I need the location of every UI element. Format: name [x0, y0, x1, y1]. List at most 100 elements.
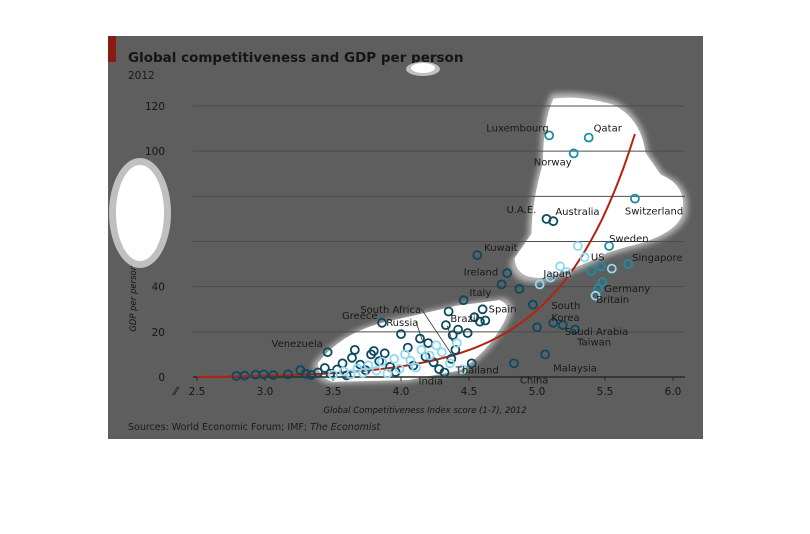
- point: [555, 261, 566, 272]
- point: [561, 267, 572, 277]
- point: [462, 328, 473, 338]
- label-venezuela: Venezuela: [272, 339, 323, 350]
- point-germany: [597, 277, 608, 288]
- point: [357, 367, 368, 378]
- point: [300, 368, 311, 379]
- label-us: US: [591, 252, 605, 263]
- point-japan: [586, 265, 597, 276]
- point: [443, 306, 454, 317]
- label-south-korea: South: [551, 301, 580, 312]
- label-italy: Italy: [470, 288, 492, 299]
- point: [268, 370, 279, 381]
- point-saudi-arabia: [557, 320, 568, 331]
- point: [319, 363, 330, 373]
- point-spain: [477, 304, 488, 315]
- point: [415, 333, 425, 344]
- label-kuwait: Kuwait: [484, 243, 517, 254]
- point: [480, 315, 491, 326]
- y-tick-label: 20: [152, 327, 165, 339]
- point: [416, 344, 427, 355]
- point: [377, 356, 387, 367]
- point: [283, 369, 294, 380]
- point: [411, 362, 421, 373]
- highlight-region-0: [514, 97, 684, 278]
- label-malaysia: Malaysia: [553, 363, 597, 374]
- label-russia: Russia: [386, 318, 418, 329]
- label-japan: Japan: [542, 269, 571, 280]
- label-qatar: Qatar: [594, 124, 623, 135]
- point: [590, 290, 601, 301]
- point: [457, 364, 468, 375]
- point: [363, 360, 374, 371]
- y-axis-title: GDP per person, $'000, 2012 forecast: [129, 171, 139, 332]
- point: [436, 347, 447, 358]
- y-tick-label: 100: [145, 146, 165, 158]
- label-luxembourg: Luxembourg: [486, 123, 548, 134]
- axis-break-mark: ⁄⁄: [172, 386, 180, 398]
- source-publication: The Economist: [310, 422, 381, 433]
- point-ireland: [496, 279, 507, 290]
- point-brazil: [450, 344, 461, 355]
- label-south-africa: South Africa: [360, 305, 421, 316]
- label-greece: Greece: [342, 311, 378, 322]
- point: [371, 365, 382, 376]
- highlight-region-1: [317, 300, 508, 382]
- label-germany: Germany: [604, 284, 650, 295]
- source-note: Sources: World Economic Forum; IMF; The …: [128, 422, 380, 433]
- point: [534, 279, 545, 290]
- x-axis-title: Global Competitiveness Index score (1-7)…: [323, 406, 526, 416]
- point-thailand: [466, 358, 477, 369]
- point: [420, 351, 431, 362]
- x-tick-label: 5.0: [529, 386, 546, 398]
- point-singapore: [623, 259, 633, 270]
- label-ireland: Ireland: [464, 267, 499, 278]
- gridlines: [193, 105, 685, 381]
- point: [389, 353, 400, 364]
- label-u-a-e-: U.A.E.: [507, 205, 537, 216]
- label-india: India: [419, 376, 444, 387]
- country-labels: Luxembourg Qatar Norway Switzerland U.A.E. Au…: [272, 123, 684, 387]
- point: [400, 349, 411, 360]
- label-norway: Norway: [534, 157, 572, 168]
- label-singapore: Singapore: [632, 253, 682, 264]
- point: [572, 241, 583, 251]
- label-spain: Spain: [489, 304, 517, 315]
- point-sweden: [604, 241, 615, 251]
- x-tick-label: 3.5: [325, 386, 342, 398]
- x-tick-label: 6.0: [665, 386, 682, 398]
- y-tick-label: 80: [152, 191, 165, 203]
- point: [606, 263, 617, 274]
- point: [545, 272, 556, 283]
- point-south-korea: [548, 317, 559, 328]
- label-switzerland: Switzerland: [625, 207, 683, 218]
- point-taiwan: [570, 324, 581, 335]
- point: [239, 370, 250, 381]
- point: [514, 283, 525, 294]
- point: [445, 358, 455, 369]
- point: [431, 340, 442, 351]
- point: [396, 329, 406, 340]
- chart-subtitle: 2012: [128, 70, 155, 82]
- point-kuwait: [472, 250, 483, 261]
- y-tick-label: 60: [152, 237, 165, 249]
- point-qatar: [583, 132, 594, 143]
- point: [579, 252, 590, 263]
- label-brazil: Brazil: [450, 314, 478, 325]
- point: [474, 316, 485, 327]
- point: [447, 330, 458, 341]
- point-switzerland: [630, 193, 640, 204]
- label-china: China: [520, 375, 549, 386]
- x-tick-label: 3.0: [257, 386, 274, 398]
- x-tick-label: 2.5: [189, 386, 206, 398]
- label-south-korea-line2: Korea: [551, 313, 579, 324]
- label-britain: Britain: [596, 295, 629, 306]
- point: [424, 350, 435, 361]
- point-luxembourg: [544, 130, 555, 141]
- point: [532, 322, 542, 333]
- point: [379, 348, 390, 359]
- x-tick-label: 4.0: [393, 386, 410, 398]
- point-south-africa: [446, 353, 457, 364]
- point: [440, 320, 451, 331]
- point: [368, 346, 379, 356]
- point: [451, 338, 462, 349]
